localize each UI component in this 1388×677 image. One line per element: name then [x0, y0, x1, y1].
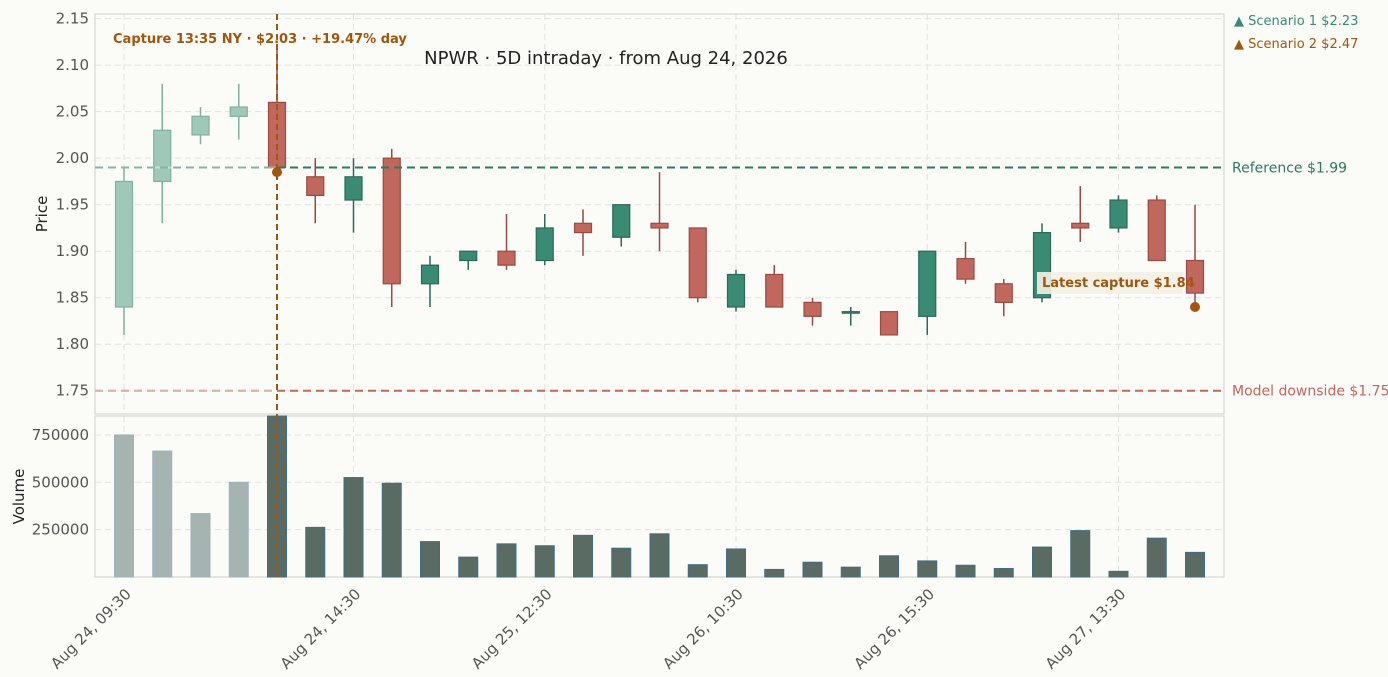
candle-body [956, 258, 975, 280]
candle-body [726, 273, 746, 308]
volume-bar [955, 564, 976, 578]
volume-axis-label: Volume [10, 469, 28, 525]
x-tick-label: Aug 27, 13:30 [1042, 585, 1130, 673]
volume-bar [496, 543, 517, 578]
candle-body [650, 222, 669, 229]
volume-bar [649, 533, 670, 578]
x-tick-label: Aug 24, 14:30 [277, 585, 365, 673]
candle-body [1185, 259, 1205, 294]
candle-body [1147, 199, 1166, 262]
candle-body [114, 180, 134, 308]
reference-line-label: Reference $1.99 [1232, 160, 1347, 176]
latest-capture-annotation: Latest capture $1.84 [1042, 276, 1195, 291]
candle-body [841, 311, 860, 314]
chart-title: NPWR · 5D intraday · from Aug 24, 2026 [424, 48, 788, 69]
x-tick-label: Aug 26, 10:30 [659, 585, 747, 673]
candle-body [573, 222, 593, 234]
volume-bar [840, 566, 861, 578]
volume-bar [343, 477, 364, 578]
candle-body [612, 204, 631, 238]
volume-bar [420, 541, 440, 578]
candle-body [229, 106, 248, 117]
candles-layer [114, 46, 1205, 336]
candle-body [382, 157, 401, 285]
volume-bar [152, 450, 173, 578]
candle-body [918, 250, 937, 317]
candle-body [459, 250, 478, 262]
volume-bar [879, 555, 899, 578]
candle-body [153, 129, 172, 183]
x-tick-label: Aug 25, 12:30 [468, 585, 556, 673]
volume-tick-label: 750000 [32, 426, 89, 444]
price-tick-label: 2.00 [56, 149, 89, 167]
candle-body [497, 250, 516, 266]
volume-bar [687, 564, 708, 578]
volume-bar [114, 434, 134, 578]
scenario-2-label: ▲ Scenario 2 $2.47 [1234, 37, 1358, 52]
candle-body [688, 227, 707, 299]
candle-body [994, 283, 1013, 303]
volume-bar [726, 548, 746, 578]
candle-body [191, 115, 210, 136]
candle-body [1071, 222, 1090, 229]
latest-capture-label-bg [1037, 272, 1183, 294]
price-tick-label: 1.95 [56, 196, 89, 214]
price-panel-frame [94, 13, 1225, 415]
volume-bar [381, 482, 402, 578]
candle-body [879, 311, 899, 336]
price-tick-label: 2.10 [56, 56, 89, 74]
volume-bar [458, 556, 479, 578]
volume-bar [764, 568, 785, 578]
volume-bar [1185, 551, 1205, 578]
x-tick-label: Aug 26, 15:30 [850, 585, 938, 673]
capture-point [272, 167, 282, 178]
volume-bar [305, 526, 326, 578]
volume-bars-layer [114, 415, 1205, 578]
grid-lines [95, 14, 1224, 577]
volume-bar [228, 481, 249, 578]
volume-bar [1070, 530, 1091, 578]
capture-annotation: Capture 13:35 NY · $2.03 · +19.47% day [113, 32, 407, 47]
price-tick-label: 1.85 [56, 289, 89, 307]
latest-capture-point [1190, 302, 1200, 313]
volume-bar [917, 560, 938, 578]
price-axis-label: Price [33, 196, 51, 233]
price-tick-label: 1.75 [56, 382, 89, 400]
scenario-1-label: ▲ Scenario 1 $2.23 [1234, 14, 1358, 29]
price-tick-label: 2.05 [56, 103, 89, 121]
volume-bar [611, 547, 632, 578]
volume-bar [802, 561, 823, 578]
price-tick-label: 1.90 [56, 242, 89, 260]
x-tick-label: Aug 24, 09:30 [47, 585, 135, 673]
price-tick-label: 1.80 [56, 335, 89, 353]
volume-bar [1108, 570, 1129, 578]
volume-bar [1146, 537, 1167, 578]
downside-line-label: Model downside $1.75 [1232, 384, 1388, 400]
candle-body [420, 264, 440, 285]
volume-tick-label: 500000 [32, 473, 89, 491]
candle-body [1109, 199, 1128, 229]
candle-body [765, 273, 784, 308]
price-tick-label: 2.15 [56, 10, 89, 28]
candle-body [306, 176, 325, 196]
candle-body [344, 176, 363, 201]
candle-body [535, 227, 554, 262]
volume-bar [190, 513, 211, 578]
volume-bar [993, 567, 1014, 578]
volume-bar [534, 545, 555, 578]
candle-body [803, 301, 822, 317]
volume-bar [573, 534, 593, 578]
volume-tick-label: 250000 [32, 521, 89, 539]
volume-bar [1032, 546, 1052, 578]
